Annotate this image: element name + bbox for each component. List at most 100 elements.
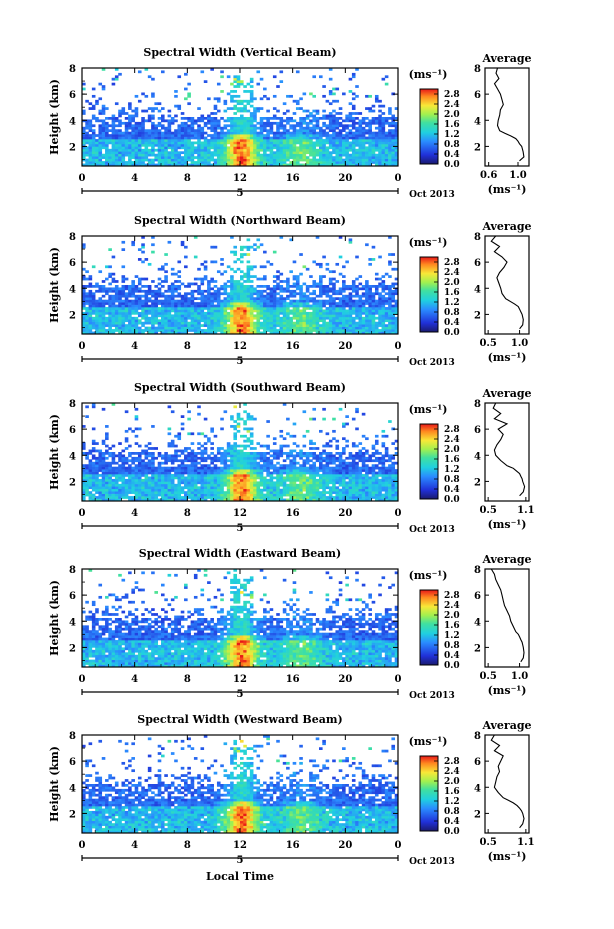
heatmap-cell [167, 454, 172, 458]
heatmap-cell [95, 491, 99, 494]
heatmap-cell [114, 294, 119, 298]
heatmap-cell [197, 326, 201, 330]
heatmap-cell [141, 136, 145, 140]
heatmap-cell [131, 316, 135, 320]
heatmap-cell [328, 282, 333, 286]
heatmap-cell [361, 148, 366, 152]
heatmap-cell [243, 117, 247, 120]
colorbar-tick-label: 2.4 [444, 100, 460, 110]
heatmap-cell [368, 311, 372, 315]
heatmap-cell [134, 139, 139, 142]
heatmap-cell [240, 248, 244, 251]
heatmap-cell [118, 163, 122, 167]
heatmap-cell [276, 304, 280, 308]
heatmap-cell [355, 304, 359, 308]
heatmap-cell [374, 158, 379, 162]
heatmap-cell [295, 107, 300, 110]
heatmap-cell [200, 493, 205, 497]
heatmap-cell [95, 282, 99, 286]
heatmap-cell [325, 163, 330, 167]
heatmap-cell [243, 299, 247, 303]
heatmap-cell [391, 321, 396, 325]
heatmap-cell [88, 309, 93, 313]
heatmap-cell [114, 297, 119, 300]
heatmap-cell [95, 99, 99, 103]
heatmap-cell [177, 498, 182, 502]
heatmap-cell [167, 126, 172, 130]
heatmap-cell [378, 319, 382, 323]
heatmap-cell [184, 476, 188, 480]
heatmap-cell [207, 491, 211, 494]
heatmap-cell [374, 316, 379, 320]
heatmap-cell [240, 117, 244, 120]
heatmap-cell [378, 139, 382, 142]
heatmap-cell [200, 126, 205, 130]
heatmap-cell [213, 311, 218, 315]
heatmap-cell [121, 326, 126, 330]
heatmap-cell [279, 302, 284, 305]
heatmap-cell [203, 302, 208, 305]
heatmap-cell [253, 316, 257, 320]
heatmap-cell [167, 146, 172, 150]
heatmap-cell [342, 280, 346, 283]
heatmap-cell [177, 156, 182, 159]
heatmap-cell [82, 493, 86, 497]
heatmap-cell [325, 289, 330, 293]
heatmap-cell [147, 309, 152, 313]
heatmap-cell [134, 294, 139, 298]
heatmap-cell [319, 163, 323, 167]
heatmap-cell [276, 151, 280, 155]
heatmap-cell [147, 486, 152, 490]
heatmap-cell [220, 141, 224, 145]
heatmap-cell [200, 331, 205, 335]
heatmap-cell [328, 117, 333, 120]
heatmap-cell [170, 131, 175, 135]
heatmap-cell [177, 146, 182, 150]
heatmap-cell [134, 289, 139, 293]
heatmap-cell [391, 129, 396, 132]
heatmap-cell [131, 481, 135, 485]
heatmap-cell [131, 285, 135, 288]
heatmap-cell [266, 141, 270, 145]
heatmap-cell [184, 447, 188, 450]
heatmap-cell [141, 294, 145, 298]
heatmap-cell [266, 319, 270, 323]
heatmap-cell [263, 121, 267, 125]
heatmap-cell [309, 314, 313, 318]
heatmap-cell [101, 471, 106, 475]
heatmap-cell [272, 151, 277, 155]
heatmap-cell [105, 143, 109, 147]
heatmap-cell [164, 158, 168, 162]
heatmap-cell [361, 309, 366, 313]
heatmap-cell [151, 107, 155, 110]
heatmap-cell [243, 146, 247, 150]
heatmap-cell [137, 151, 142, 155]
heatmap-cell [391, 163, 396, 167]
heatmap-cell [378, 126, 382, 130]
heatmap-cell [358, 294, 363, 298]
heatmap-cell [95, 314, 99, 318]
heatmap-cell [174, 454, 178, 458]
heatmap-cell [358, 311, 363, 315]
heatmap-cell [82, 464, 86, 467]
heatmap-cell [279, 131, 284, 135]
heatmap-cell [384, 121, 389, 125]
heatmap-cell [190, 297, 195, 300]
heatmap-cell [236, 129, 241, 132]
heatmap-cell [193, 119, 198, 123]
heatmap-cell [361, 146, 366, 150]
heatmap-cell [328, 294, 333, 298]
heatmap-cell [240, 161, 244, 164]
heatmap-cell [108, 311, 112, 315]
heatmap-cell [134, 124, 139, 128]
heatmap-cell [144, 156, 149, 159]
heatmap-cell [91, 461, 96, 465]
heatmap-cell [108, 141, 112, 145]
heatmap-cell [358, 316, 363, 320]
heatmap-cell [391, 292, 396, 296]
heatmap-cell [105, 277, 109, 281]
heatmap-cell [200, 131, 205, 135]
heatmap-cell [105, 156, 109, 159]
heatmap-cell [98, 466, 103, 470]
heatmap-cell [174, 161, 178, 164]
